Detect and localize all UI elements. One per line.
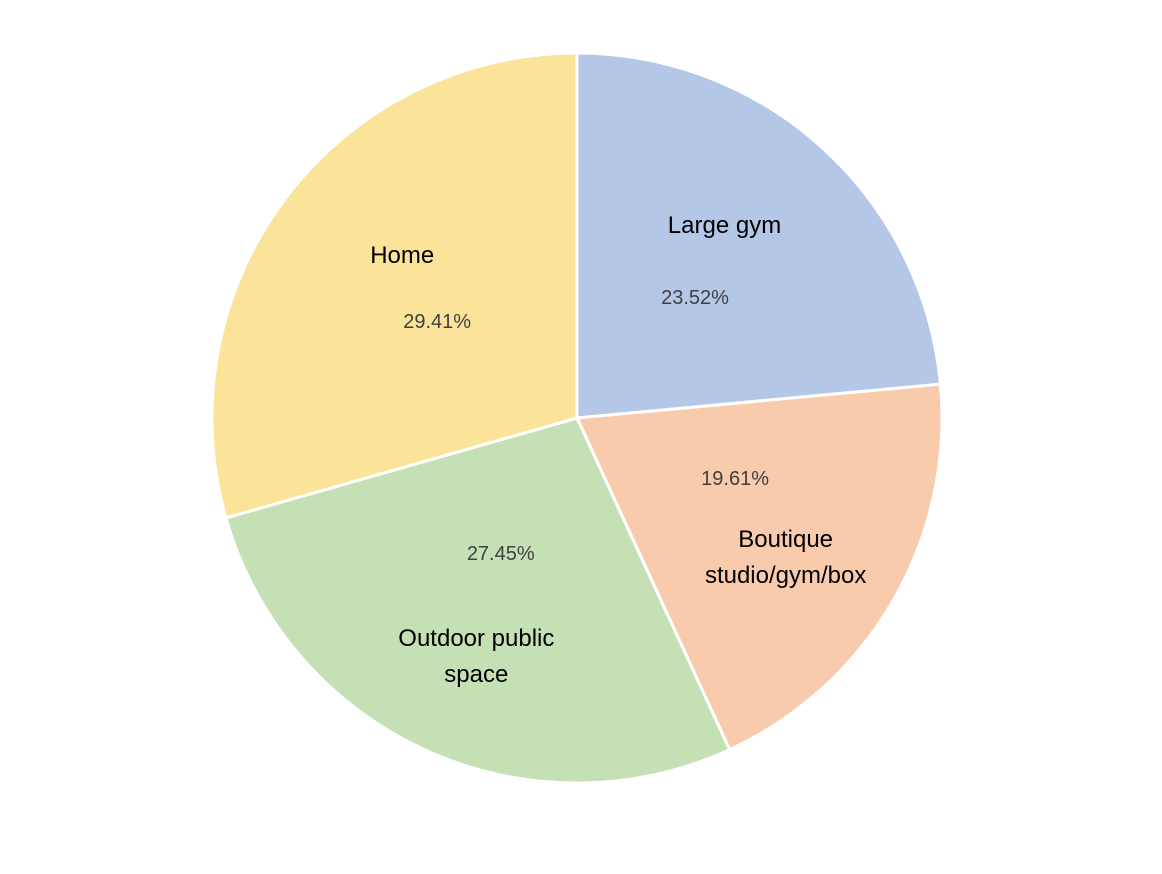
value-label: 23.52% [661,287,729,310]
category-label: Large gym [667,212,782,240]
pie-slice [575,51,943,420]
value-label: 27.45% [466,542,535,565]
category-label: Boutique studio/gym/box [704,526,867,590]
value-label: 19.61% [701,468,769,491]
category-label: Outdoor public space [398,624,555,688]
pie-slice [574,382,944,752]
category-label: Home [370,242,435,270]
pie-slice [224,416,732,785]
value-label: 29.41% [403,311,472,334]
pie-slice [210,51,579,520]
